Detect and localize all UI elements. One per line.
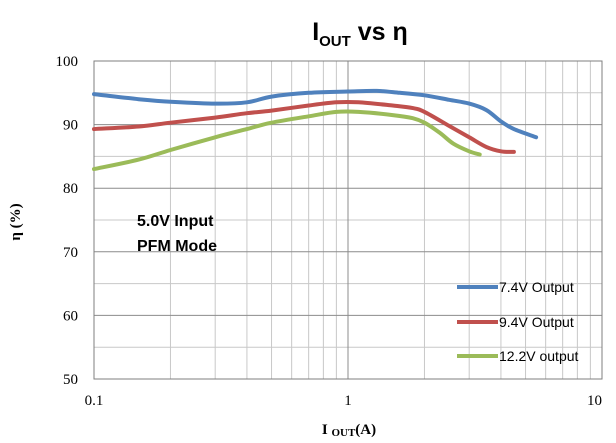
series-line-1 [92, 99, 516, 154]
chart-title-sub: OUT [319, 33, 351, 50]
annotation-mode: PFM Mode [137, 238, 217, 255]
x-axis-label-sub: OUT [331, 427, 356, 439]
x-axis-label-main: I [322, 422, 332, 438]
x-tick-label: 0.1 [85, 393, 104, 409]
legend-label-7v4: 7.4V Output [499, 279, 574, 295]
series-layer [92, 88, 539, 172]
y-tick-label: 100 [56, 54, 79, 70]
y-tick-label: 80 [63, 181, 78, 197]
chart-title-suffix: vs η [351, 18, 408, 46]
y-tick-labels: 50 60 70 80 90 100 [56, 54, 79, 388]
chart-title: IOUT vs η [312, 18, 408, 50]
series-line-0 [92, 88, 539, 140]
chart-legend: 7.4V Output 9.4V Output 12.2V output [457, 279, 579, 364]
plot-area-frame [93, 60, 603, 380]
x-axis-label-suffix: (A) [355, 422, 376, 438]
legend-label-9v4: 9.4V Output [499, 314, 574, 330]
x-tick-label: 1 [344, 393, 352, 409]
x-tick-labels: 0.1 1 10 [85, 393, 602, 409]
x-tick-label: 10 [587, 393, 602, 409]
y-tick-label: 90 [63, 118, 78, 134]
y-axis-label: η (%) [8, 203, 24, 240]
y-tick-label: 70 [63, 245, 78, 261]
legend-label-12v2: 12.2V output [499, 348, 579, 364]
y-tick-label: 50 [63, 372, 78, 388]
series-line-2 [92, 109, 482, 172]
chart-title-main: I [312, 18, 319, 46]
annotation-input: 5.0V Input [137, 213, 214, 230]
x-axis-label: I OUT(A) [322, 422, 376, 439]
y-tick-label: 60 [63, 308, 78, 324]
